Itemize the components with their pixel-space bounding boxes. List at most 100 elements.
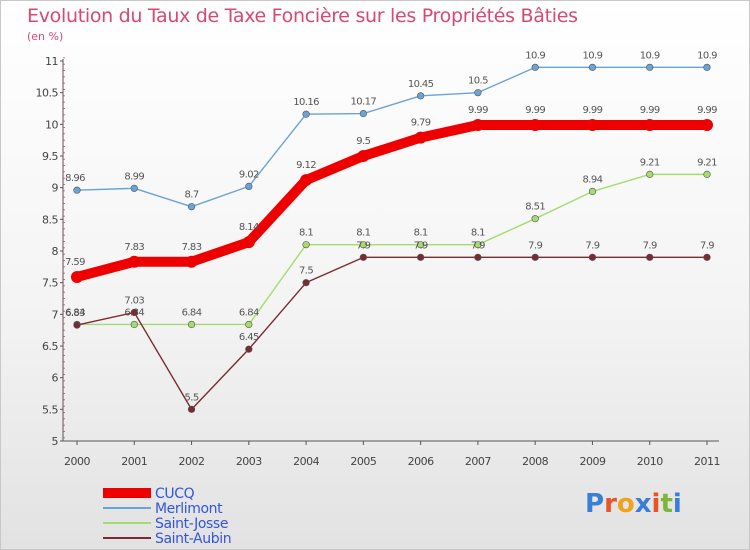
y-tick-label: 7	[52, 308, 59, 321]
logo-letter: t	[660, 489, 673, 519]
data-label: 9.99	[697, 105, 717, 116]
data-point	[359, 241, 367, 249]
data-label: 8.99	[124, 171, 144, 182]
data-label: 7.5	[299, 266, 313, 277]
data-point	[474, 253, 482, 261]
data-label: 7.59	[65, 257, 85, 268]
data-point	[302, 110, 310, 118]
x-tick-label: 2002	[179, 455, 205, 468]
data-point	[130, 184, 138, 192]
data-point	[187, 405, 196, 413]
data-point	[474, 241, 482, 249]
data-point	[703, 170, 711, 178]
data-point	[245, 182, 253, 190]
data-point	[414, 131, 427, 144]
data-point	[531, 253, 539, 261]
data-label: 7.9	[414, 240, 428, 251]
data-label: 8.1	[356, 228, 370, 239]
data-label: 10.5	[468, 76, 488, 87]
data-point	[703, 253, 711, 261]
logo-letter: o	[616, 489, 635, 519]
series-line	[76, 256, 708, 411]
series-cucq: 7.59 7.83 7.83 8.14 9.12 9.5 9.79 9.99 9.99 9.99 9…	[65, 105, 718, 283]
data-label: 8.51	[525, 202, 545, 213]
data-point	[359, 109, 367, 118]
legend-label: CUCQ	[155, 486, 195, 502]
data-label: 9.21	[697, 157, 717, 168]
data-point	[417, 253, 425, 261]
y-tick-label: 11	[45, 55, 58, 68]
data-point	[73, 321, 81, 329]
data-point	[302, 241, 310, 249]
y-tick-label: 10	[45, 118, 58, 131]
legend-item-merlimont: Merlimont	[103, 501, 224, 517]
y-tick-label: 6	[52, 372, 59, 385]
data-label: 6.84	[239, 307, 259, 318]
y-tick-label: 5	[52, 435, 59, 448]
series-line	[72, 119, 712, 282]
data-point	[417, 241, 425, 249]
data-point	[646, 170, 654, 178]
data-point	[417, 92, 425, 100]
data-point	[471, 118, 484, 131]
x-tick-label: 2011	[694, 455, 720, 468]
data-label: 9.5	[356, 136, 370, 147]
data-label: 5.5	[184, 392, 198, 403]
x-tick-label: 2003	[236, 455, 262, 468]
data-label: 9.99	[640, 105, 660, 116]
data-label: 6.45	[239, 332, 259, 343]
y-tick-label: 9.5	[42, 150, 58, 163]
data-label: 7.9	[528, 240, 542, 251]
logo-letter: x	[634, 489, 652, 519]
data-point	[302, 279, 310, 287]
data-point	[588, 253, 597, 261]
y-tick-label: 9	[52, 182, 59, 195]
data-label: 9.99	[525, 105, 545, 116]
x-tick-label: 2007	[465, 455, 491, 468]
data-label: 10.45	[408, 79, 434, 90]
legend-label: Saint-Aubin	[155, 531, 231, 547]
data-label: 7.9	[700, 240, 714, 251]
data-point	[701, 118, 713, 131]
x-tick-label: 2009	[579, 455, 605, 468]
data-point	[128, 255, 141, 268]
data-label: 8.14	[239, 222, 259, 233]
data-point	[242, 236, 255, 249]
data-label: 6.84	[65, 307, 85, 318]
data-point	[359, 253, 367, 261]
data-label: 10.9	[583, 50, 603, 61]
legend-label: Saint-Josse	[155, 516, 228, 532]
data-point	[531, 63, 539, 71]
data-point	[245, 345, 253, 353]
legend-item-saint-josse: Saint-Josse	[103, 516, 228, 532]
data-label: 9.79	[411, 118, 431, 129]
data-label: 9.99	[583, 105, 603, 116]
series-line	[76, 66, 708, 208]
series-layer: 8.96 8.99 8.7 9.02 10.16 10.17 10.45 10.5 10.9 10…	[65, 50, 718, 413]
logo-letter: P	[585, 489, 605, 519]
series-line	[76, 173, 708, 326]
x-tick-label: 2006	[408, 455, 434, 468]
data-point	[245, 320, 253, 329]
y-tick-label: 8	[52, 245, 59, 258]
y-tick-label: 8.5	[42, 213, 58, 226]
data-point	[531, 215, 539, 223]
data-point	[646, 253, 654, 261]
data-point	[646, 63, 654, 71]
data-label: 8.7	[184, 190, 198, 201]
data-point	[586, 118, 599, 131]
x-tick-label: 2005	[350, 455, 376, 468]
data-point	[643, 118, 656, 131]
series-saint-aubin: 6.83 7.03 5.5 6.45 7.5 7.9 7.9 7.9 7.9 7.9 7.9 7.9	[65, 240, 715, 413]
series-merlimont: 8.96 8.99 8.7 9.02 10.16 10.17 10.45 10.5 10.9 10…	[65, 50, 718, 211]
legend-item-saint-aubin: Saint-Aubin	[103, 531, 232, 547]
data-point	[588, 63, 597, 71]
chart-title: Evolution du Taux de Taxe Foncière sur l…	[27, 5, 578, 27]
data-label: 10.9	[697, 50, 717, 61]
data-point	[529, 118, 542, 131]
data-label: 7.9	[356, 240, 370, 251]
data-point	[73, 186, 81, 194]
logo-letter: i	[672, 489, 682, 519]
data-label: 8.96	[65, 173, 85, 184]
